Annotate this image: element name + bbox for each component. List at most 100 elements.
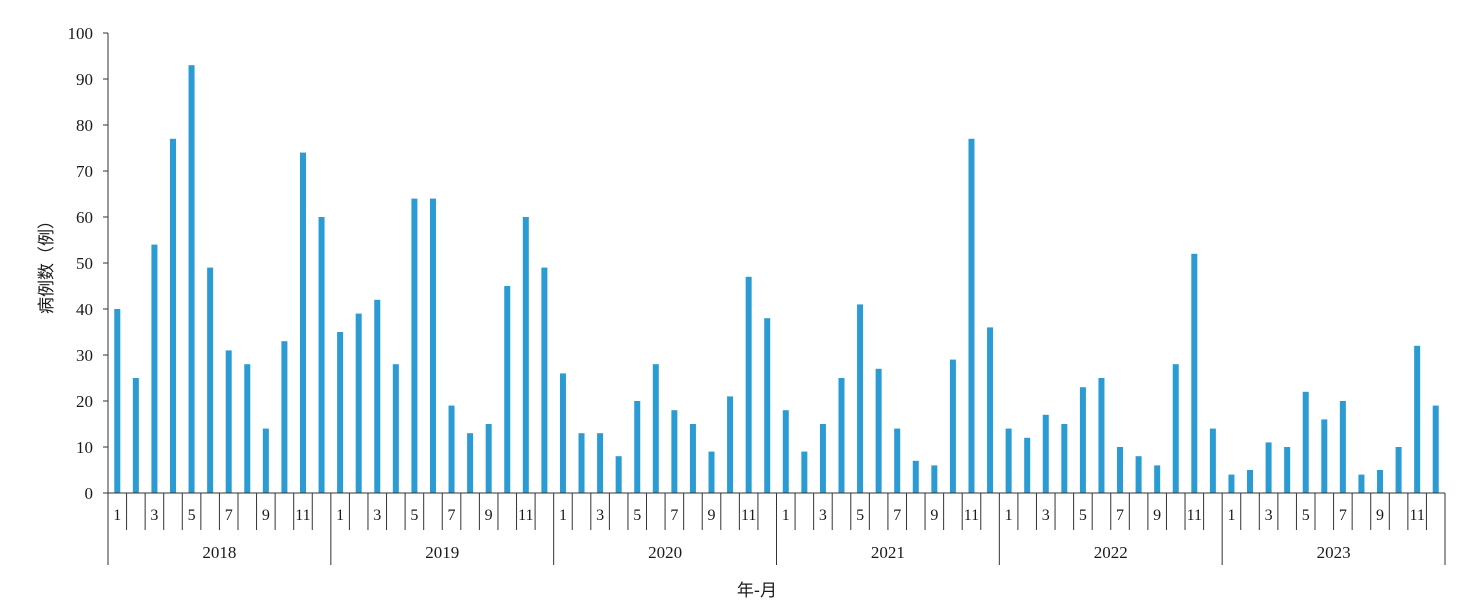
month-label: 5 — [1302, 507, 1310, 524]
month-label: 11 — [1187, 507, 1202, 524]
bar-2022-4 — [1061, 424, 1068, 493]
bar-2021-4 — [838, 378, 845, 493]
bar-2022-6 — [1098, 378, 1105, 493]
bar-2020-9 — [708, 451, 715, 493]
month-label: 5 — [856, 507, 864, 524]
bar-2019-1 — [337, 332, 344, 493]
month-label: 1 — [559, 507, 567, 524]
bar-2023-9 — [1377, 470, 1384, 493]
month-label: 3 — [1042, 507, 1050, 524]
bar-2021-2 — [801, 451, 808, 493]
bar-2019-5 — [411, 198, 418, 493]
y-tick-label: 80 — [76, 116, 93, 135]
bar-2020-12 — [764, 318, 771, 493]
bar-2019-10 — [504, 286, 511, 493]
bar-2022-10 — [1172, 364, 1179, 493]
bar-2019-2 — [355, 313, 362, 493]
month-label: 3 — [150, 507, 158, 524]
bar-2018-9 — [262, 428, 269, 493]
bar-2018-6 — [207, 267, 214, 493]
month-label: 11 — [295, 507, 310, 524]
bar-2023-6 — [1321, 419, 1328, 493]
bar-2018-4 — [169, 138, 176, 494]
month-label: 3 — [819, 507, 827, 524]
bar-2021-8 — [912, 460, 919, 493]
bar-2022-9 — [1154, 465, 1161, 493]
bar-2023-8 — [1358, 474, 1365, 493]
month-label: 5 — [1079, 507, 1087, 524]
y-tick-label: 100 — [68, 24, 94, 43]
month-label: 3 — [596, 507, 604, 524]
month-label: 11 — [964, 507, 979, 524]
bar-2018-5 — [188, 65, 195, 493]
month-label: 5 — [633, 507, 641, 524]
month-label: 11 — [741, 507, 756, 524]
bars-group — [114, 65, 1439, 494]
bar-2022-8 — [1135, 456, 1142, 493]
bar-2023-7 — [1339, 401, 1346, 493]
axes-group — [103, 32, 1446, 565]
month-label: 9 — [1376, 507, 1384, 524]
bar-2019-8 — [467, 433, 474, 493]
month-label: 1 — [336, 507, 344, 524]
month-label: 1 — [1227, 507, 1235, 524]
bar-2018-1 — [114, 309, 121, 493]
bar-2018-7 — [225, 350, 232, 493]
year-label-2020: 2020 — [648, 543, 682, 562]
month-label: 9 — [930, 507, 938, 524]
bar-2021-5 — [857, 304, 864, 493]
y-tick-label: 10 — [76, 438, 93, 457]
bar-2019-11 — [522, 217, 529, 493]
y-tick-label: 90 — [76, 70, 93, 89]
bar-2020-7 — [671, 410, 678, 493]
x-axis-title: 年-月 — [737, 581, 777, 601]
bar-2021-6 — [875, 368, 882, 493]
year-label-2021: 2021 — [871, 543, 905, 562]
month-label: 7 — [893, 507, 901, 524]
bar-2018-8 — [244, 364, 251, 493]
bar-2023-4 — [1284, 447, 1291, 493]
bar-2020-10 — [727, 396, 734, 493]
bar-2020-2 — [578, 433, 585, 493]
bar-2023-2 — [1247, 470, 1254, 493]
bar-2018-2 — [132, 378, 139, 493]
bar-2018-3 — [151, 244, 158, 493]
bar-2022-1 — [1005, 428, 1012, 493]
y-tick-label: 0 — [85, 484, 94, 503]
month-label: 9 — [708, 507, 716, 524]
bar-2018-10 — [281, 341, 288, 493]
bar-2019-7 — [448, 405, 455, 493]
year-label-2018: 2018 — [202, 543, 236, 562]
bar-2019-6 — [429, 198, 436, 493]
year-label-2023: 2023 — [1317, 543, 1351, 562]
month-label: 7 — [448, 507, 456, 524]
month-label: 9 — [262, 507, 270, 524]
month-label: 7 — [1116, 507, 1124, 524]
bar-2021-10 — [949, 359, 956, 493]
bar-2022-12 — [1209, 428, 1216, 493]
y-axis-title: 病例数（例） — [37, 212, 57, 314]
bar-2020-6 — [652, 364, 659, 493]
bar-2023-11 — [1414, 345, 1421, 493]
month-label: 3 — [373, 507, 381, 524]
bar-2022-5 — [1079, 387, 1086, 493]
month-label: 1 — [113, 507, 121, 524]
bar-2022-11 — [1191, 253, 1198, 493]
month-label: 3 — [1265, 507, 1273, 524]
y-tick-label: 50 — [76, 254, 93, 273]
bar-2021-11 — [968, 138, 975, 494]
bar-2021-3 — [819, 424, 826, 493]
bar-2019-4 — [392, 364, 399, 493]
year-label-2019: 2019 — [425, 543, 459, 562]
bar-2023-3 — [1265, 442, 1272, 493]
year-label-2022: 2022 — [1094, 543, 1128, 562]
bar-2020-1 — [559, 373, 566, 493]
bar-2022-3 — [1042, 414, 1049, 493]
bar-2023-12 — [1432, 405, 1439, 493]
month-label: 5 — [188, 507, 196, 524]
month-label: 5 — [410, 507, 418, 524]
bar-2023-1 — [1228, 474, 1235, 493]
